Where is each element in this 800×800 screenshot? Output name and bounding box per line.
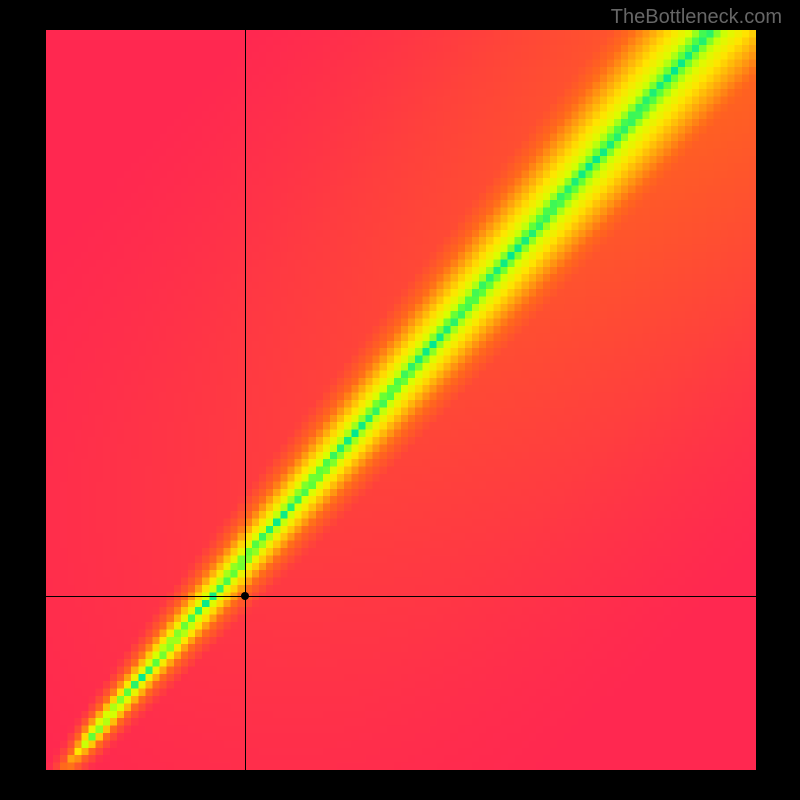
crosshair-horizontal	[46, 596, 756, 597]
heatmap-chart	[46, 30, 756, 770]
crosshair-vertical	[245, 30, 246, 770]
marker-dot	[241, 592, 249, 600]
watermark-text: TheBottleneck.com	[611, 6, 782, 29]
heatmap-canvas	[46, 30, 756, 770]
